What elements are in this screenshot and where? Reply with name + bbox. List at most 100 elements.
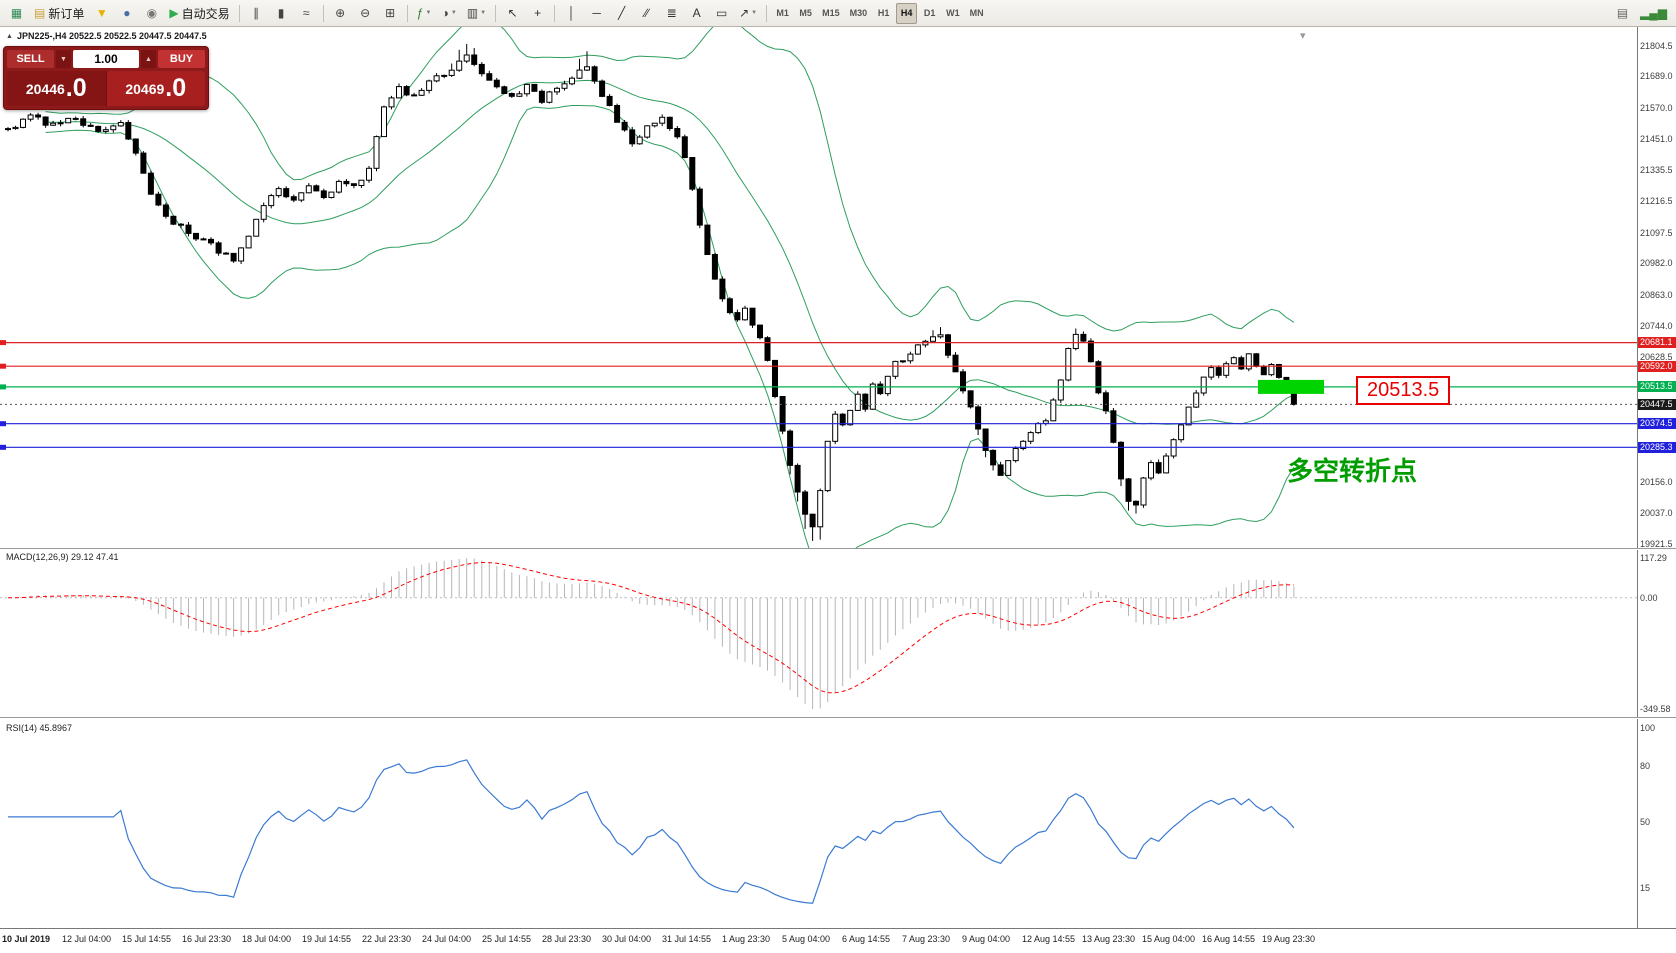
arrows-button[interactable]: ↗ ▼ (735, 3, 761, 24)
price-axis-label: 21216.5 (1640, 196, 1673, 206)
candlestick-chart-icon[interactable]: ▮ (270, 3, 293, 24)
time-axis-label: 24 Jul 04:00 (422, 934, 472, 944)
chart-canvas[interactable] (0, 27, 1637, 928)
timeframe-mn-button[interactable]: MN (969, 8, 984, 18)
dropdown-arrow-icon[interactable]: ▼ (450, 10, 457, 16)
timeframe-w1-button[interactable]: W1 (946, 8, 960, 18)
buy-price-frac: .0 (165, 74, 187, 102)
dropdown-arrow-icon[interactable]: ▼ (751, 10, 758, 16)
timeframe-m15-button[interactable]: M15 (822, 8, 840, 18)
indicators-icon: ƒ (416, 6, 424, 20)
refresh-icon: ◉ (146, 6, 158, 20)
timeframe-h4-button[interactable]: H4 (896, 2, 918, 24)
text-icon[interactable]: A (685, 3, 708, 24)
panel-splitter[interactable] (0, 717, 1676, 719)
volume-input[interactable]: 1.00 (73, 50, 139, 68)
new-order-button[interactable]: ▤ 新订单 (30, 3, 88, 24)
dropdown-arrow-icon[interactable]: ▼ (480, 10, 487, 16)
collapse-arrow-icon[interactable]: ▲ (6, 32, 13, 40)
timeframe-m30-button[interactable]: M30 (849, 8, 868, 18)
text-icon: A (692, 6, 701, 20)
price-axis-label: 20982.0 (1640, 258, 1673, 268)
cursor-icon[interactable]: ↖ (501, 3, 524, 24)
time-axis-label: 25 Jul 14:55 (482, 934, 532, 944)
bar-chart-icon[interactable]: ∥ (245, 3, 268, 24)
time-axis[interactable]: 10 Jul 2019 12 Jul 04:00 15 Jul 14:55 16 Ju… (0, 928, 1676, 953)
rsi-axis-label: 50 (1640, 817, 1651, 827)
time-axis-label: 5 Aug 04:00 (782, 934, 831, 944)
trendline-icon[interactable]: ╱ (610, 3, 633, 24)
vertical-line-icon[interactable]: │ (560, 3, 583, 24)
templates-button[interactable]: ▥ ▼ (463, 3, 490, 24)
price-axis-label: 21335.5 (1640, 164, 1673, 175)
chart-shift-icon[interactable]: ▾ (1300, 30, 1306, 42)
auto-trading-button-label: 自动交易 (181, 6, 230, 21)
label-icon: ▭ (715, 6, 728, 20)
price-axis-label: 20156.0 (1640, 476, 1673, 487)
tile-windows-icon[interactable]: ⊞ (379, 3, 402, 24)
toolbar-separator (406, 4, 408, 22)
toolbar-separator (766, 4, 768, 22)
indicators-button[interactable]: ƒ ▼ (413, 3, 436, 24)
macd-axis-label: 0.00 (1640, 592, 1658, 603)
label-icon[interactable]: ▭ (710, 3, 733, 24)
time-axis-label: 15 Jul 14:55 (122, 934, 172, 944)
time-axis-label: 7 Aug 23:30 (902, 934, 951, 944)
timeframe-m1-button[interactable]: M1 (776, 8, 789, 18)
fibonacci-icon: ≣ (666, 6, 677, 20)
dropdown-arrow-icon[interactable]: ▼ (425, 10, 432, 16)
chart-profile-icon[interactable]: ▤ (1616, 6, 1629, 20)
volume-down-button[interactable]: ▼ (56, 50, 71, 68)
sell-button[interactable]: SELL (7, 50, 54, 68)
horizontal-line-icon: ─ (592, 6, 601, 20)
volume-up-button[interactable]: ▲ (141, 50, 156, 68)
chart-window-icon[interactable]: ▦ (5, 3, 28, 24)
horizontal-line-icon[interactable]: ─ (585, 3, 608, 24)
periods-button[interactable]: ◑ ▼ (438, 3, 461, 24)
line-chart-icon[interactable]: ≈ (295, 3, 318, 24)
one-click-trading-panel: SELL ▼ 1.00 ▲ BUY 20446 .0 20469 .0 (3, 46, 209, 110)
time-axis-label: 19 Aug 23:30 (1262, 934, 1316, 944)
refresh-icon[interactable]: ◉ (140, 3, 163, 24)
price-callout-box[interactable]: 20513.5 (1356, 376, 1451, 405)
hline-price-tag: 20285.3 (1638, 441, 1676, 453)
funnel-icon[interactable]: ▼ (90, 3, 113, 24)
rsi-axis-label: 15 (1640, 882, 1651, 893)
price-axis-label: 21689.0 (1640, 71, 1673, 81)
time-axis-label: 18 Jul 04:00 (242, 934, 292, 944)
chart-area[interactable]: 21804.5 21689.0 21570.0 21451.0 21335.5 21216… (0, 27, 1676, 953)
profiles-icon[interactable]: ● (115, 3, 138, 24)
vertical-line-icon: │ (567, 6, 576, 20)
buy-button[interactable]: BUY (158, 50, 205, 68)
zoom-in-icon[interactable]: ⊕ (329, 3, 352, 24)
panel-splitter[interactable] (0, 548, 1676, 550)
price-scale[interactable]: 21804.5 21689.0 21570.0 21451.0 21335.5 21216… (1637, 27, 1676, 928)
toolbar-separator (495, 4, 497, 22)
timeframe-m5-button[interactable]: M5 (799, 8, 812, 18)
buy-price[interactable]: 20469 .0 (105, 71, 205, 106)
zoom-out-icon[interactable]: ⊖ (354, 3, 377, 24)
line-chart-icon: ≈ (302, 6, 310, 20)
current-price-tag: 20447.5 (1638, 398, 1676, 410)
connection-status-icon[interactable]: ▂▄▆ (1640, 6, 1667, 20)
price-axis-label: 19921.5 (1640, 538, 1673, 549)
price-axis-label: 21451.0 (1640, 134, 1673, 144)
time-axis-label: 6 Aug 14:55 (842, 934, 891, 944)
crosshair-icon[interactable]: + (526, 3, 549, 24)
trendline-icon: ╱ (617, 6, 626, 20)
ohlc-info: ▲ JPN225-,H4 20522.5 20522.5 20447.5 204… (6, 31, 207, 41)
timeframe-d1-button[interactable]: D1 (923, 8, 936, 18)
auto-trading-button[interactable]: ▶ 自动交易 (165, 3, 233, 24)
toolbar-right-icons: ▤ ▂▄▆ (1610, 3, 1672, 24)
rsi-axis-label: 100 (1640, 723, 1656, 733)
sell-price[interactable]: 20446 .0 (7, 71, 106, 106)
channel-icon[interactable]: ∕∕ (635, 3, 658, 24)
annotation-text[interactable]: 多空转折点 (1287, 456, 1418, 486)
zoom-out-icon: ⊖ (360, 6, 371, 20)
hline-price-tag: 20374.5 (1638, 418, 1676, 430)
fibonacci-icon[interactable]: ≣ (660, 3, 683, 24)
time-axis-label: 12 Jul 04:00 (62, 934, 112, 944)
time-axis-label: 16 Jul 23:30 (182, 934, 232, 944)
crosshair-icon: + (534, 6, 542, 20)
timeframe-h1-button[interactable]: H1 (877, 8, 890, 18)
